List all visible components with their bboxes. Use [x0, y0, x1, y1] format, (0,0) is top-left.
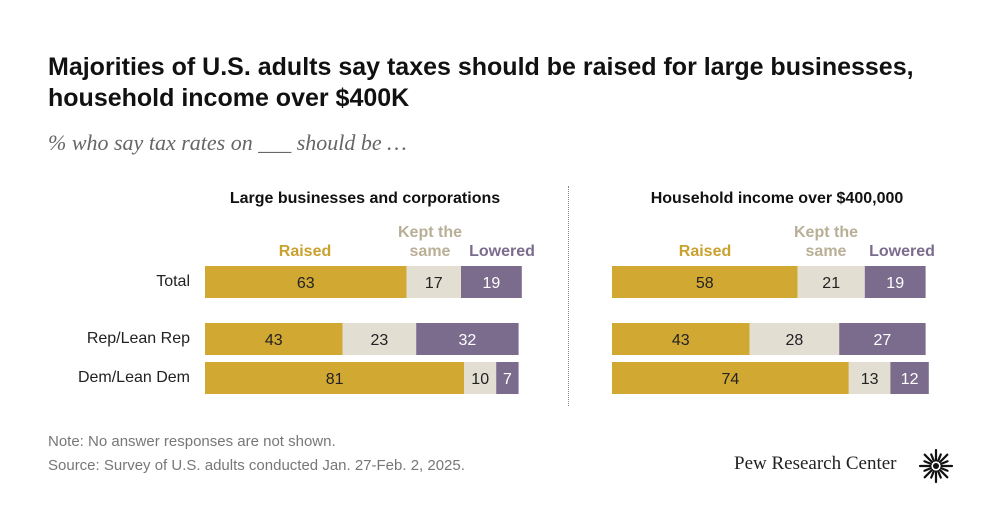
legend-same-line1: Kept the: [398, 224, 462, 241]
bar-label-p1-r2-lowered: 12: [901, 371, 919, 388]
legend-same-line2: same: [409, 243, 451, 260]
legend-lowered: Lowered: [469, 243, 535, 260]
bar-label-p1-r1-lowered: 27: [874, 332, 892, 349]
legend-lowered-right: Lowered: [869, 243, 935, 260]
pew-logo-icon: [918, 448, 954, 484]
bar-label-p0-r1-raised: 43: [265, 332, 283, 349]
row-label-dem: Dem/Lean Dem: [77, 369, 190, 386]
bar-label-p0-r1-lowered: 32: [459, 332, 477, 349]
bar-label-p1-r0-raised: 58: [696, 275, 714, 292]
bar-p1-r2-raised: [612, 362, 849, 394]
bar-p0-r0-raised: [205, 266, 407, 298]
bar-p0-r1-raised: [205, 323, 343, 355]
bar-p0-r0-lowered: [461, 266, 522, 298]
bar-label-p0-r0-raised: 63: [297, 275, 315, 292]
bar-p0-r2-raised: [205, 362, 465, 394]
bar-label-p0-r1-same: 23: [371, 332, 389, 349]
bar-p1-r2-same: [848, 362, 891, 394]
bar-p1-r1-same: [749, 323, 840, 355]
note-text: Note: No answer responses are not shown.: [48, 433, 336, 450]
bar-label-p1-r2-raised: 74: [722, 371, 740, 388]
brand-name: Pew Research Center: [734, 453, 897, 474]
bar-p1-r1-raised: [612, 323, 750, 355]
bar-p0-r1-same: [342, 323, 417, 355]
bar-p1-r0-raised: [612, 266, 798, 298]
source-text: Source: Survey of U.S. adults conducted …: [48, 457, 465, 474]
bar-p0-r0-same: [406, 266, 461, 298]
bar-p1-r1-lowered: [839, 323, 926, 355]
bar-label-p1-r2-same: 13: [861, 371, 879, 388]
chart-title: Majorities of U.S. adults say taxes shou…: [48, 53, 914, 112]
bar-label-p0-r2-lowered: 7: [503, 371, 512, 388]
row-label-rep: Rep/Lean Rep: [86, 330, 190, 347]
bar-p1-r2-lowered: [890, 362, 929, 394]
bar-label-p1-r1-same: 28: [786, 332, 804, 349]
chart-subtitle: % who say tax rates on ___ should be …: [48, 130, 407, 155]
bar-label-p0-r0-same: 17: [425, 275, 443, 292]
legend-same-line1-right: Kept the: [794, 224, 858, 241]
legend-same-right: Kept the same: [776, 223, 876, 261]
bar-label-p0-r0-lowered: 19: [483, 275, 501, 292]
row-label-total: Total: [156, 273, 190, 290]
bar-label-p0-r2-raised: 81: [326, 371, 344, 388]
bar-p0-r1-lowered: [416, 323, 519, 355]
legend-same-line2-right: same: [805, 243, 847, 260]
panel-title-income: Household income over $400,000: [650, 190, 904, 207]
bar-label-p1-r0-same: 21: [822, 275, 840, 292]
bar-p1-r0-lowered: [864, 266, 926, 298]
bar-p0-r2-same: [464, 362, 497, 394]
bar-label-p1-r0-lowered: 19: [886, 275, 904, 292]
bar-label-p1-r1-raised: 43: [672, 332, 690, 349]
bar-label-p0-r2-same: 10: [471, 371, 489, 388]
legend-raised: Raised: [278, 243, 332, 260]
bar-p0-r2-lowered: [496, 362, 519, 394]
legend-same: Kept the same: [380, 223, 480, 261]
legend-raised-right: Raised: [678, 243, 732, 260]
bar-p1-r0-same: [797, 266, 865, 298]
panel-title-businesses: Large businesses and corporations: [229, 190, 501, 207]
panel-divider: [568, 186, 569, 406]
